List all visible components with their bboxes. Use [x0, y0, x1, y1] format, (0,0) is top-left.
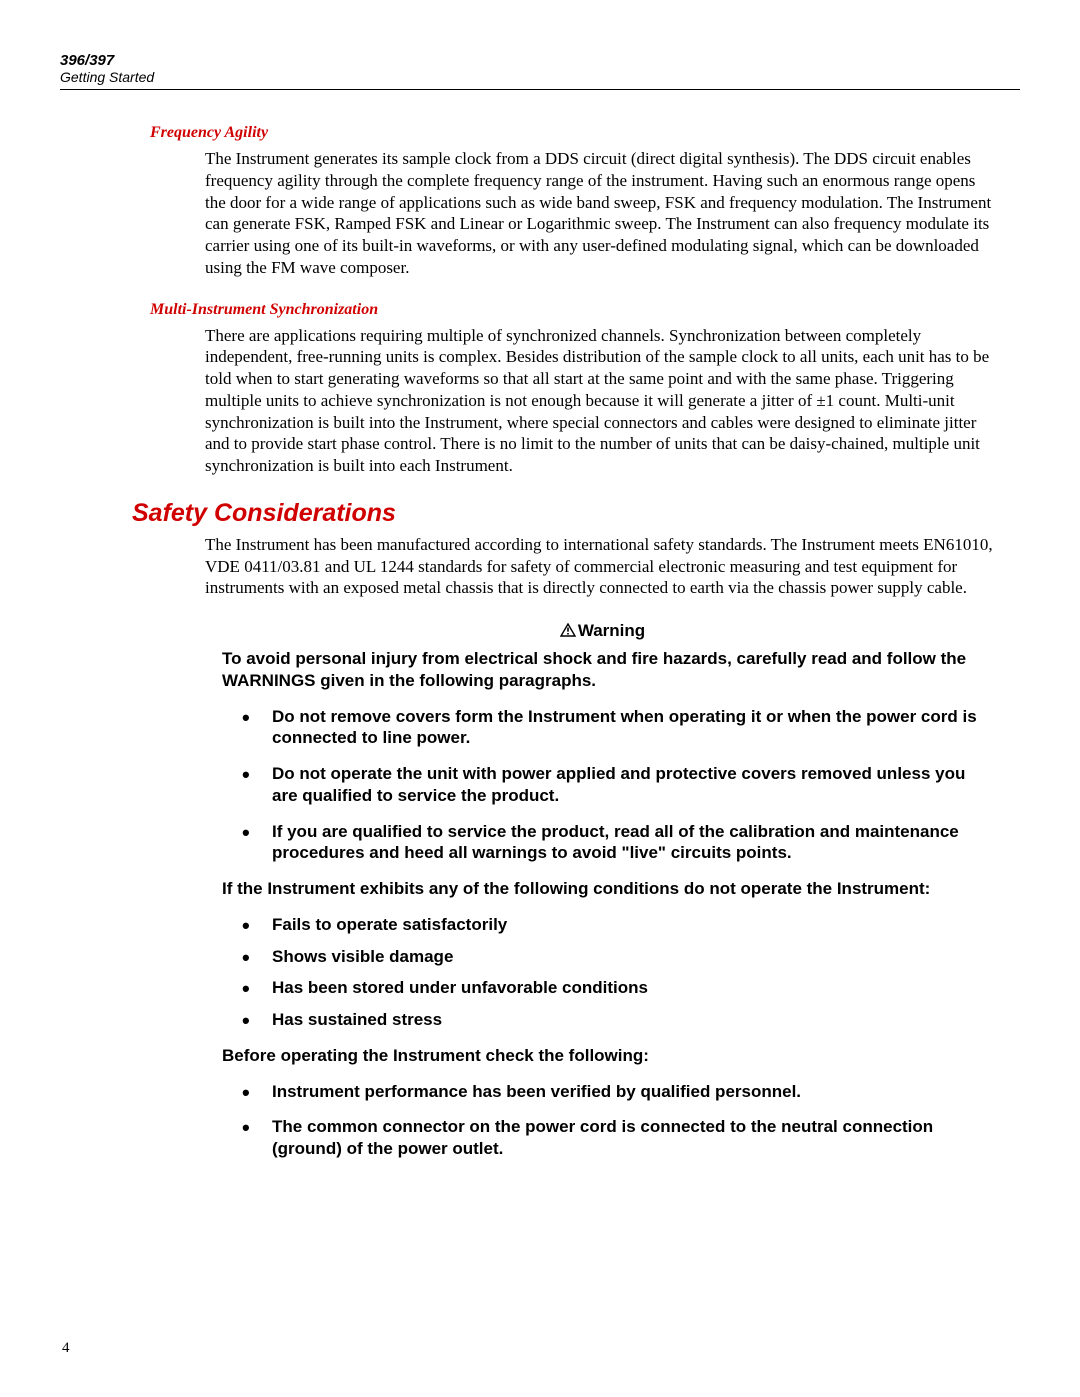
body-text: There are applications requiring multipl…: [205, 325, 1000, 477]
page-number: 4: [62, 1340, 70, 1357]
warning-label: Warning: [578, 621, 645, 640]
warning-intro: To avoid personal injury from electrical…: [222, 648, 995, 692]
list-item: Instrument performance has been verified…: [240, 1081, 995, 1103]
header-model: 396/397: [60, 52, 1020, 69]
warning-before-operating: Before operating the Instrument check th…: [222, 1045, 995, 1067]
section-heading-frequency-agility: Frequency Agility: [150, 124, 1020, 142]
warning-list-do-not: Do not remove covers form the Instrument…: [240, 706, 995, 865]
list-item: Do not operate the unit with power appli…: [240, 763, 995, 807]
page-header: 396/397 Getting Started: [60, 52, 1020, 90]
body-text: The Instrument has been manufactured acc…: [205, 534, 1000, 599]
body-text: The Instrument generates its sample cloc…: [205, 148, 1000, 279]
list-item: Has been stored under unfavorable condit…: [240, 977, 995, 999]
warning-icon: [560, 622, 576, 642]
section-heading-multi-sync: Multi-Instrument Synchronization: [150, 301, 1020, 319]
list-item: Shows visible damage: [240, 946, 995, 968]
list-item: If you are qualified to service the prod…: [240, 821, 995, 865]
list-item: The common connector on the power cord i…: [240, 1116, 995, 1160]
list-item: Has sustained stress: [240, 1009, 995, 1031]
warning-heading: Warning: [205, 621, 1000, 642]
warning-list-conditions: Fails to operate satisfactorily Shows vi…: [240, 914, 995, 1031]
warning-conditions-intro: If the Instrument exhibits any of the fo…: [222, 878, 995, 900]
warning-list-check: Instrument performance has been verified…: [240, 1081, 995, 1160]
section-heading-safety: Safety Considerations: [132, 499, 1020, 528]
list-item: Fails to operate satisfactorily: [240, 914, 995, 936]
list-item: Do not remove covers form the Instrument…: [240, 706, 995, 750]
header-subtitle: Getting Started: [60, 69, 1020, 85]
